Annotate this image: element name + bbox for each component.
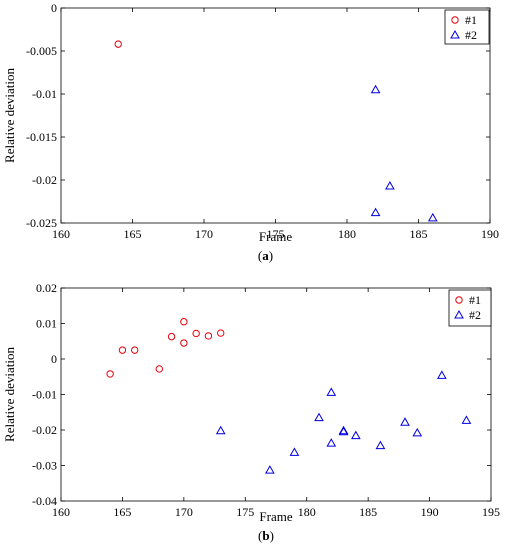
data-point [370, 84, 381, 94]
x-tick-label: 170 [195, 227, 213, 241]
y-tick-label: 0 [51, 352, 57, 366]
x-tick-label: 175 [267, 227, 285, 241]
data-point [412, 427, 423, 437]
y-tick-label: -0.01 [32, 87, 57, 101]
legend-label: #1 [465, 13, 477, 27]
data-point [106, 370, 114, 378]
series-2 [215, 370, 472, 474]
data-point [385, 181, 395, 190]
series-2 [370, 84, 438, 222]
data-point [350, 430, 361, 440]
data-point [314, 412, 324, 422]
data-point [180, 339, 188, 347]
x-tick-label: 190 [421, 505, 439, 519]
series-1 [114, 40, 122, 48]
data-point [326, 438, 337, 447]
legend-marker [455, 296, 463, 304]
x-tick-label: 180 [298, 505, 316, 519]
data-point [155, 365, 163, 373]
data-point [370, 207, 381, 217]
data-point [192, 329, 200, 338]
legend-label: #2 [469, 308, 481, 322]
legend-label: #1 [469, 293, 481, 307]
legend: #1#2 [444, 9, 490, 45]
x-tick-label: 190 [481, 227, 499, 241]
data-point [326, 387, 337, 396]
chart-panel-a: 160 165 170 175 180 185 190 0 -0.005 -0.01 -0.015 -… [2, 1, 499, 263]
chart-panel-b: 160 165 170 175 180 185 190 195 0.02 0.01 0 -0.01 -0… [2, 281, 500, 543]
panel-caption: (a) [258, 248, 273, 263]
y-tick-label: -0.02 [32, 423, 57, 437]
legend-label: #2 [465, 28, 477, 42]
y-tick-label: -0.005 [26, 44, 57, 58]
data-point [427, 212, 438, 222]
data-point [118, 346, 127, 354]
data-point [338, 425, 349, 435]
y-tick-label: -0.03 [32, 459, 57, 473]
legend-marker [450, 29, 460, 39]
data-point [264, 465, 275, 474]
y-tick-label: -0.02 [32, 173, 57, 187]
data-point [114, 40, 122, 48]
x-tick-label: 185 [359, 505, 377, 519]
x-tick-label: 195 [482, 505, 500, 519]
data-point [167, 332, 176, 341]
x-tick-label: 165 [113, 505, 131, 519]
y-tick-label: 0 [51, 1, 57, 15]
y-tick-label: -0.04 [32, 494, 57, 508]
data-point [204, 332, 213, 340]
x-tick-label: 170 [175, 505, 193, 519]
panel-caption: (b) [258, 528, 274, 543]
x-axis-label: Frame [259, 229, 292, 244]
x-tick-label: 160 [52, 227, 70, 241]
y-tick-label: -0.01 [32, 388, 57, 402]
x-tick-label: 180 [338, 227, 356, 241]
x-tick-label: 175 [236, 505, 254, 519]
data-point [289, 447, 300, 456]
data-point [338, 426, 349, 436]
y-tick-label: -0.015 [26, 130, 57, 144]
plot-frame [60, 287, 492, 502]
data-point [217, 329, 225, 337]
y-tick-label: 0.01 [36, 317, 57, 331]
x-tick-label: 185 [410, 227, 428, 241]
y-axis-label: Relative deviation [2, 68, 17, 163]
data-point [461, 415, 472, 424]
y-tick-label: 0.02 [36, 281, 57, 295]
data-point [400, 417, 410, 426]
data-point [436, 370, 447, 379]
data-point [131, 346, 139, 354]
data-point [215, 425, 226, 435]
x-tick-label: 160 [52, 505, 70, 519]
legend-marker [451, 16, 459, 24]
legend: #1#2 [448, 289, 492, 327]
y-tick-label: -0.025 [26, 216, 57, 230]
legend-marker [454, 309, 464, 319]
y-axis-label: Relative deviation [2, 347, 17, 442]
series-1 [106, 318, 225, 378]
x-tick-label: 165 [124, 227, 142, 241]
data-point [375, 440, 386, 450]
plot-frame [60, 7, 491, 224]
legend-box [448, 289, 492, 327]
data-point [180, 318, 188, 326]
x-axis-label: Frame [259, 509, 292, 524]
